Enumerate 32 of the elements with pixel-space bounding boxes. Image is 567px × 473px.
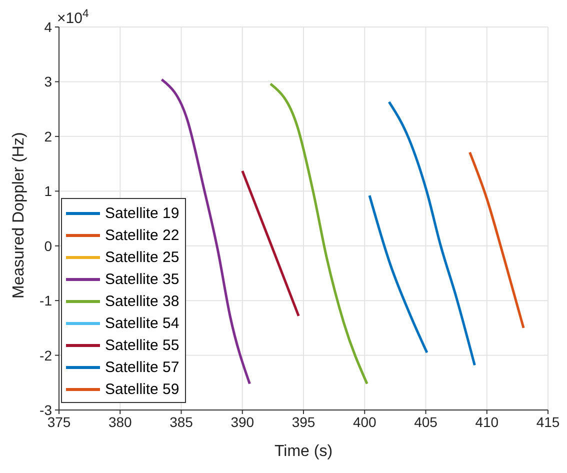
line-series	[368, 194, 428, 354]
y-tick-label: -2	[40, 347, 52, 364]
y-tick-label: 3	[44, 74, 52, 90]
x-tick-label: 390	[230, 414, 254, 430]
line-series	[160, 78, 251, 385]
text: ×10$^{4}$	[57, 8, 89, 27]
legend-label: Satellite 57	[105, 358, 180, 376]
x-tick-label: 410	[475, 414, 499, 430]
legend-label: Satellite 38	[105, 292, 180, 310]
x-axis-title: Time (s)	[274, 443, 333, 460]
y-tick-label: 2	[44, 128, 52, 144]
x-tick-label: 385	[170, 414, 194, 430]
legend-label: Satellite 19	[105, 204, 180, 222]
legend-label: Satellite 35	[105, 270, 180, 288]
y-axis-title: Measured Doppler (Hz)	[10, 132, 28, 298]
legend-label: Satellite 22	[105, 226, 180, 244]
legend-label: Satellite 59	[105, 380, 180, 398]
y-tick-label: 0	[44, 238, 52, 254]
x-tick-label: 400	[352, 414, 377, 430]
line-series	[388, 100, 476, 366]
x-tick-label: 415	[536, 414, 560, 430]
legend-label: Satellite 25	[105, 248, 180, 266]
x-tick-label: 395	[292, 414, 316, 430]
y-tick-label: -1	[40, 292, 52, 309]
y-tick-label: 1	[44, 183, 52, 200]
x-tick-label: 405	[414, 414, 438, 430]
line-series	[468, 151, 525, 330]
line-series	[269, 82, 368, 385]
y-tick-label: 4	[44, 18, 52, 35]
legend-label: Satellite 54	[105, 314, 180, 332]
x-tick-label: 380	[108, 414, 132, 430]
legend-label: Satellite 55	[105, 336, 180, 354]
